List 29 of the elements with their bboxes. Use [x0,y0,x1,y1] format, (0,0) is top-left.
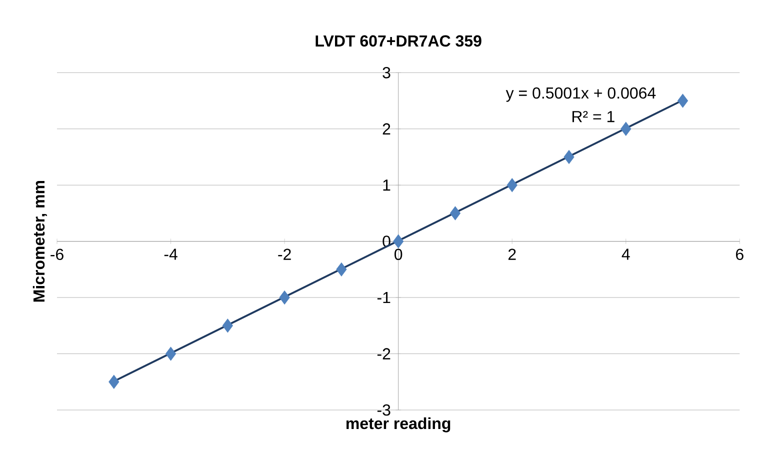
point [620,122,632,136]
point [166,346,176,361]
y-tick-label: 2 [382,123,390,134]
point [564,150,574,164]
point [222,318,233,333]
y-tick-label: 3 [382,67,390,78]
x-tick-label: 4 [622,248,630,260]
x-tick-label: 6 [736,248,744,260]
y-tick-label: -1 [377,292,390,304]
y-tick-label: 1 [383,180,390,191]
x-tick-label: -2 [278,248,291,260]
point [450,206,460,220]
point [393,234,404,248]
y-axis-title: Micrometer, mm [32,180,47,302]
point [678,94,688,108]
x-tick-label: 2 [508,248,516,260]
point [279,290,290,304]
annotation: y = 0.5001x + 0.0064 [506,87,656,102]
point [108,374,120,389]
x-tick-label: -4 [164,248,178,260]
chart-title: LVDT 607+DR7AC 359 [316,35,482,47]
annotation: R² = 1 [572,110,614,122]
x-tick-label: 0 [394,248,402,260]
y-tick-label: -2 [377,348,390,360]
y-tick-label: -3 [377,404,390,416]
point [336,262,347,276]
point [506,178,518,192]
x-axis-title: meter reading [346,417,450,432]
x-tick-label: -6 [50,248,64,260]
